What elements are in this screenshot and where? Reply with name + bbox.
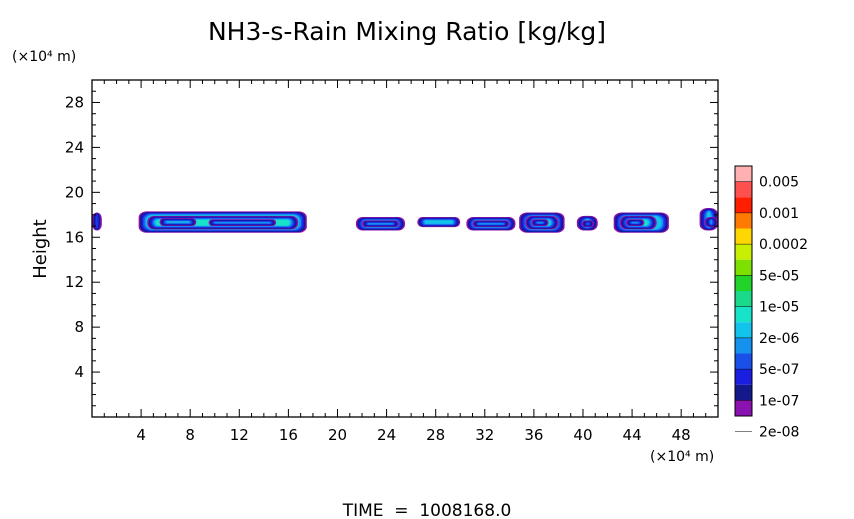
colorbar-label: 1e-05 — [759, 300, 799, 316]
axis-ticks — [92, 80, 718, 417]
colorbar-frame — [734, 165, 753, 417]
colorbar-label: 1e-07 — [759, 393, 799, 409]
y-tick-label: 8 — [74, 318, 84, 336]
colorbar-label: 0.0002 — [759, 237, 808, 253]
y-tick-label: 12 — [65, 273, 84, 291]
heatmap-cell — [208, 219, 277, 227]
x-tick-label: 32 — [475, 426, 494, 444]
colorbar-label: 5e-07 — [759, 362, 799, 378]
x-axis-unit: (×10⁴ m) — [650, 449, 714, 465]
colorbar-swatch — [735, 166, 752, 182]
heatmap-cell — [531, 219, 549, 227]
plot-frame — [91, 79, 719, 418]
heatmap-cell — [704, 217, 718, 228]
x-tick-label: 28 — [426, 426, 445, 444]
colorbar-swatch — [735, 400, 752, 416]
colorbar-label: 2e-06 — [759, 331, 799, 347]
y-tick-label: 4 — [74, 363, 84, 381]
x-tick-label: 48 — [672, 426, 691, 444]
colorbar-swatch — [735, 197, 752, 213]
heatmap-cell — [417, 217, 461, 228]
x-tick-label: 12 — [230, 426, 249, 444]
heatmap-cell-level-3 — [96, 214, 98, 229]
colorbar-label: 0.005 — [759, 175, 799, 191]
heatmap-cell-level-4 — [214, 221, 271, 224]
colorbar-swatch — [735, 228, 752, 245]
x-tick-label: 40 — [573, 426, 592, 444]
heatmap-cell-level-4 — [478, 223, 504, 225]
y-axis-label: Height — [30, 219, 51, 279]
colorbar-swatch — [735, 306, 752, 323]
colorbar-swatch — [735, 384, 752, 401]
y-axis-unit: (×10⁴ m) — [12, 49, 76, 65]
heatmap-cell-level-5 — [424, 220, 453, 224]
heatmap-cell — [362, 220, 399, 228]
x-tick-label: 24 — [377, 426, 396, 444]
colorbar-swatch — [735, 291, 752, 307]
colorbar-swatch — [735, 212, 752, 229]
y-tick-label: 20 — [65, 183, 84, 201]
chart-title: NH3-s-Rain Mixing Ratio [kg/kg] — [208, 17, 606, 46]
heatmap-cell-level-4 — [367, 223, 393, 225]
y-tick-label: 16 — [65, 228, 84, 246]
colorbar-swatch — [735, 259, 752, 276]
colorbar-swatch — [735, 322, 752, 338]
colorbar: 0.005 0.001 0.0002 5e-05 1e-05 2e-06 5e-07 1e-0… — [734, 165, 808, 441]
heatmap-cells — [92, 208, 718, 233]
heatmap-cell — [159, 218, 197, 227]
heatmap-cell-level-4 — [537, 221, 543, 224]
y-tick-label: 28 — [65, 93, 84, 111]
colorbar-swatch — [735, 353, 752, 370]
x-tick-label: 36 — [524, 426, 543, 444]
x-tick-label: 16 — [279, 426, 298, 444]
time-footer: TIME = 1008168.0 — [342, 501, 512, 519]
x-tick-label: 4 — [136, 426, 146, 444]
x-tick-label: 20 — [328, 426, 347, 444]
colorbar-swatch — [735, 275, 752, 291]
x-tick-label: 8 — [185, 426, 195, 444]
colorbar-label: 2e-08 — [759, 425, 799, 441]
colorbar-swatch — [735, 369, 752, 385]
heatmap-cell — [625, 219, 645, 227]
heatmap-cell — [581, 220, 595, 228]
heatmap-cell-level-4 — [710, 219, 713, 225]
colorbar-label: 5e-05 — [759, 268, 799, 284]
heatmap-cell-level-5 — [166, 221, 189, 223]
colorbar-swatch — [735, 244, 752, 260]
x-tick-label: 44 — [623, 426, 642, 444]
heatmap-cell — [472, 220, 510, 228]
colorbar-swatch — [735, 337, 752, 354]
colorbar-swatch — [735, 181, 752, 198]
colorbar-label: 0.001 — [759, 206, 799, 222]
heatmap-cell-level-4 — [631, 221, 639, 224]
y-tick-label: 24 — [65, 138, 84, 156]
